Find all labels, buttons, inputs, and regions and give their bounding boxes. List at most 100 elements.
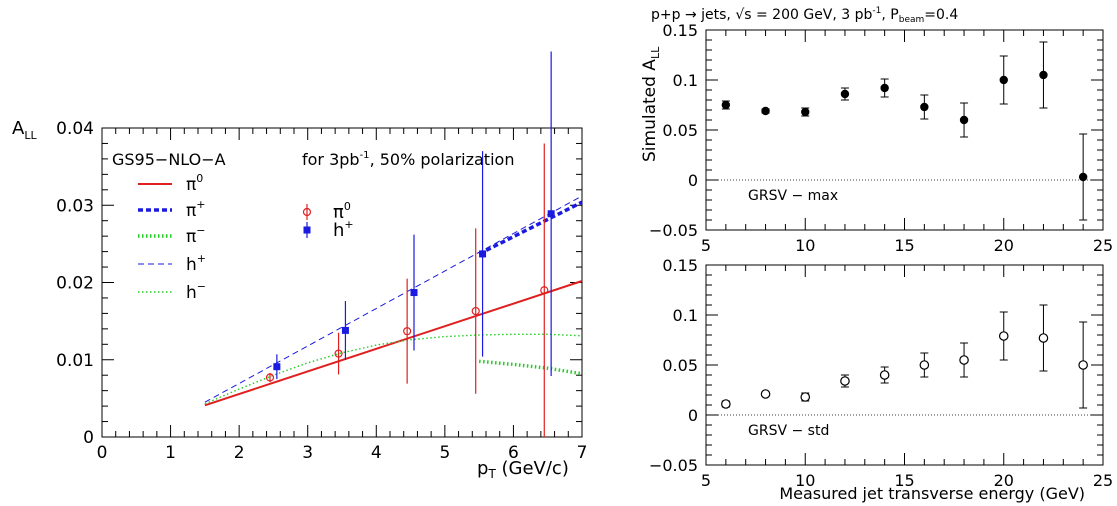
y-tick-label: −0.05 (649, 221, 698, 240)
text-span: h (333, 220, 344, 241)
data-point (721, 399, 731, 409)
data-point (920, 102, 929, 112)
left-panel: 0 1 2 3 4 5 6 7 0 0.01 0.02 0.03 0.04 ALL pT (GeV/c) GS… (12, 51, 588, 481)
y-axis-label: Simulated ALL (640, 46, 662, 162)
data-point (1038, 333, 1049, 343)
x-tick-label: 5 (701, 236, 711, 255)
text-span: 0 (344, 200, 351, 213)
x-tick-label: 5 (701, 471, 711, 490)
text-span: π (186, 201, 196, 221)
data-point (761, 106, 770, 116)
model-label: GRSV − max (748, 188, 838, 204)
x-axis-label: Measured jet transverse energy (GeV) (779, 484, 1085, 503)
curve-pi+ (478, 200, 583, 256)
x-tick-label: 4 (371, 443, 382, 463)
x-tick-label: 25 (1093, 236, 1113, 255)
x-tick-label: 6 (508, 443, 519, 463)
y-axis-label: ALL (12, 118, 37, 142)
x-tick-label: 5 (439, 443, 450, 463)
y-tick-label: 0.04 (56, 119, 94, 139)
legend-point-label: h+ (333, 218, 354, 241)
right-top-panel: 5 10 15 20 25 −0.05 0 0.05 0.1 0.15 GRSV − max p+p … (640, 6, 1113, 255)
y-tick-label: 0.03 (56, 196, 94, 216)
condition-label: for 3pb-1, 50% polarization (302, 150, 514, 169)
x-tick-label: 7 (577, 443, 588, 463)
data-point (840, 89, 850, 99)
model-label: GRSV − std (748, 423, 829, 439)
text-span: − (197, 280, 206, 293)
data-point (919, 360, 930, 370)
text-span: , 50% polarization (370, 150, 515, 169)
y-tick-label: 0 (688, 171, 698, 190)
data-point-hplus (273, 363, 281, 371)
data-point (840, 376, 850, 386)
data-point (959, 355, 969, 365)
y-tick-label: 0.15 (662, 21, 698, 40)
text-span: for 3pb (302, 150, 360, 169)
y-tick-label: 0.05 (662, 121, 698, 140)
y-tick-label: 0 (83, 428, 94, 448)
text-span: LL (649, 46, 662, 59)
curve-h- (204, 333, 583, 405)
text-span: =0.4 (924, 7, 958, 23)
text-span: π (333, 202, 344, 223)
text-span: (GeV/c) (496, 458, 569, 479)
data-point (721, 100, 731, 110)
text-span: p+p → jets, √s = 200 GeV, 3 pb (651, 7, 873, 23)
legend-line-label: π+ (186, 198, 205, 221)
data-point-hplus (341, 326, 349, 334)
x-tick-label: 0 (97, 443, 108, 463)
data-point (880, 83, 889, 93)
legend-point-marker (303, 226, 311, 234)
legend-line-label: π− (186, 224, 205, 247)
legend-line-label: π0 (186, 172, 203, 195)
text-span: + (344, 218, 353, 231)
y-tick-label: 0.05 (662, 356, 698, 375)
legend-point-marker (302, 207, 312, 217)
data-point-pi0 (540, 286, 549, 295)
x-tick-label: 10 (795, 236, 815, 255)
legend-point-label: π0 (333, 200, 351, 223)
x-tick-label: 25 (1093, 471, 1113, 490)
data-point-pi0 (334, 349, 343, 358)
text-span: , P (881, 7, 898, 23)
x-axis-label: pT (GeV/c) (477, 458, 569, 481)
x-tick-label: 15 (894, 471, 914, 490)
plot-frame (101, 127, 583, 438)
data-point (1039, 70, 1048, 80)
text-span: -1 (872, 6, 881, 16)
data-point (1078, 360, 1088, 370)
x-tick-label: 2 (234, 443, 245, 463)
curve-pi0 (204, 280, 583, 407)
text-span: π (186, 227, 196, 247)
text-span: π (186, 175, 196, 195)
x-tick-label: 15 (894, 236, 914, 255)
text-span: Simulated A (640, 59, 660, 162)
data-point (760, 389, 771, 399)
text-span: h (186, 283, 197, 303)
x-tick-label: 10 (795, 471, 815, 490)
curve-h+ (204, 195, 583, 403)
data-point (998, 331, 1009, 341)
data-point (879, 370, 890, 380)
data-point-pi0 (403, 327, 412, 336)
text-span: T (487, 467, 496, 481)
x-tick-label: 3 (302, 443, 313, 463)
data-point (959, 115, 969, 125)
text-span: − (196, 224, 205, 237)
text-span: LL (24, 129, 37, 142)
text-span: 0 (196, 172, 203, 185)
legend-line-label: h+ (186, 252, 206, 275)
model-label: GS95−NLO−A (112, 150, 226, 169)
data-point-pi0 (265, 373, 275, 382)
data-point-hplus (410, 289, 418, 297)
y-tick-label: 0.15 (662, 256, 698, 275)
x-tick-label: 1 (165, 443, 176, 463)
text-span: h (186, 255, 197, 275)
data-point (1078, 172, 1088, 182)
data-point (801, 107, 810, 117)
y-tick-label: 0.1 (673, 306, 698, 325)
x-tick-label: 20 (994, 236, 1014, 255)
data-point (999, 75, 1008, 85)
